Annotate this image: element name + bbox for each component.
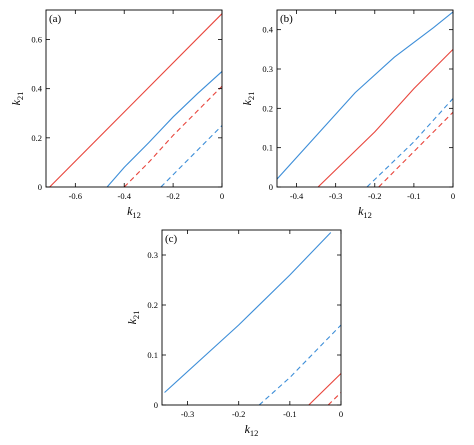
x-tick-label: -0.3 bbox=[329, 191, 342, 201]
series-red-dashed-line bbox=[123, 85, 222, 187]
y-axis-label-subscript: 21 bbox=[15, 92, 25, 101]
series-blue-solid-line bbox=[106, 71, 222, 187]
plot-frame bbox=[161, 229, 342, 406]
x-axis-label-subscript: 12 bbox=[132, 210, 141, 220]
y-tick-label: 0.1 bbox=[262, 143, 273, 153]
x-axis-label-main: k bbox=[358, 204, 364, 218]
x-tick-label: 0 bbox=[339, 409, 343, 419]
y-axis-label-subscript: 21 bbox=[246, 92, 256, 101]
y-tick-label: 0.4 bbox=[262, 25, 273, 35]
x-tick-label: -0.3 bbox=[181, 409, 194, 419]
y-axis-label: k21 bbox=[240, 92, 256, 106]
series-blue-dashed-line bbox=[160, 125, 222, 187]
plot-frame bbox=[45, 9, 223, 188]
x-tick-label: -0.4 bbox=[117, 191, 131, 201]
y-axis-label-main: k bbox=[9, 99, 23, 105]
series-blue-dashed-line bbox=[258, 324, 341, 405]
y-tick-label: 0.6 bbox=[31, 35, 42, 45]
y-tick-label: 0 bbox=[38, 182, 42, 192]
series-red-dashed-line bbox=[327, 392, 341, 405]
y-axis-label: k21 bbox=[9, 92, 25, 106]
x-tick-label: 0 bbox=[451, 191, 455, 201]
series-red-solid-line bbox=[49, 13, 222, 187]
y-tick-label: 0.3 bbox=[262, 64, 273, 74]
y-tick-label: 0 bbox=[269, 182, 273, 192]
panel-label: (c) bbox=[165, 233, 178, 245]
y-tick-label: 0 bbox=[154, 400, 158, 410]
x-axis-label: k12 bbox=[358, 204, 372, 220]
x-axis-label-main: k bbox=[127, 204, 133, 218]
x-tick-label: -0.4 bbox=[290, 191, 304, 201]
series-red-dashed-line bbox=[378, 111, 453, 187]
y-tick-label: 0.2 bbox=[31, 133, 42, 143]
series-blue-solid-line bbox=[277, 11, 453, 180]
y-axis-label-main: k bbox=[125, 318, 139, 324]
x-tick-label: -0.1 bbox=[283, 409, 296, 419]
y-tick-label: 0.3 bbox=[147, 250, 158, 260]
x-tick-label: 0 bbox=[220, 191, 224, 201]
x-tick-label: -0.2 bbox=[166, 191, 179, 201]
series-red-solid-line bbox=[317, 48, 453, 187]
series-blue-solid-line bbox=[164, 232, 332, 393]
x-tick-label: -0.2 bbox=[368, 191, 381, 201]
y-axis-label-subscript: 21 bbox=[131, 311, 141, 320]
y-tick-label: 0.1 bbox=[147, 350, 158, 360]
panel-label: (b) bbox=[280, 13, 293, 25]
series-red-solid-line bbox=[308, 373, 341, 405]
y-tick-label: 0.2 bbox=[147, 300, 158, 310]
x-tick-label: -0.2 bbox=[232, 409, 245, 419]
y-axis-label-main: k bbox=[240, 99, 254, 105]
series-blue-dashed-line bbox=[366, 98, 453, 187]
y-tick-label: 0.4 bbox=[31, 84, 42, 94]
x-axis-label: k12 bbox=[127, 204, 141, 220]
x-axis-label-subscript: 12 bbox=[250, 428, 259, 438]
x-axis-label-subscript: 12 bbox=[363, 210, 372, 220]
plot-frame bbox=[276, 9, 454, 188]
y-tick-label: 0.2 bbox=[262, 103, 273, 113]
x-axis-label: k12 bbox=[245, 422, 259, 438]
x-tick-label: -0.6 bbox=[69, 191, 82, 201]
x-tick-label: -0.1 bbox=[407, 191, 420, 201]
panel-label: (a) bbox=[49, 13, 62, 25]
x-axis-label-main: k bbox=[245, 422, 251, 436]
y-axis-label: k21 bbox=[125, 311, 141, 325]
